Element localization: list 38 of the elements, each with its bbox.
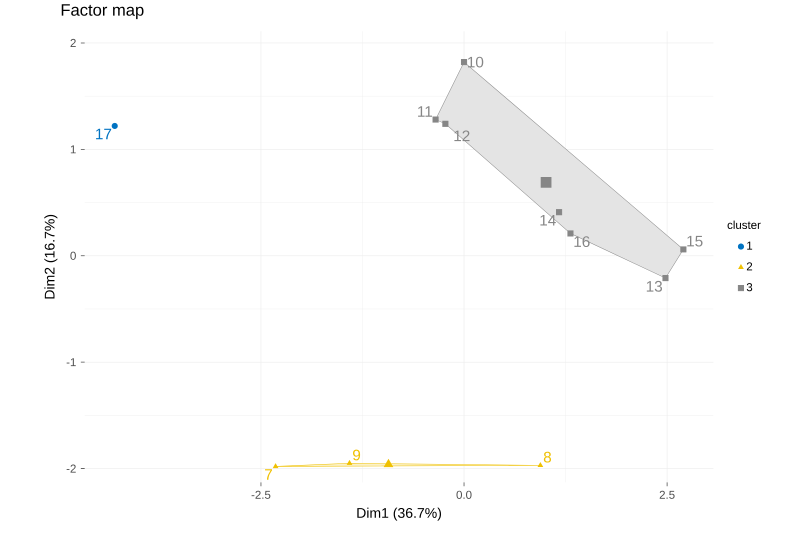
x-tick-label: 0.0	[456, 490, 472, 499]
annotation: 9	[353, 450, 360, 460]
annotation: 11	[418, 106, 432, 117]
point	[442, 120, 448, 127]
point	[432, 116, 439, 123]
annotation: 15	[687, 236, 703, 247]
y-tick-label: -1	[66, 358, 76, 366]
y-tick-label: 1	[70, 145, 76, 154]
point	[556, 209, 562, 216]
point	[662, 274, 669, 282]
annotation: 7	[265, 469, 272, 480]
point	[460, 58, 468, 66]
point	[540, 176, 552, 188]
annotation: 10	[468, 56, 484, 68]
annotation: 13	[646, 280, 662, 292]
point	[346, 460, 352, 465]
y-tick-label: -2	[66, 464, 76, 473]
annotation: 17	[96, 128, 112, 140]
point	[567, 230, 574, 236]
legend-label: 1	[747, 242, 752, 250]
x-axis-title: Dim1 (36.7%)	[357, 508, 442, 521]
x-tick-label: -2.5	[252, 490, 270, 499]
annotation: 16	[574, 236, 590, 247]
legend-title: cluster	[728, 220, 761, 229]
legend-label: 3	[746, 283, 752, 292]
x-tick-label: 2.5	[660, 490, 675, 499]
y-tick-label: 2	[70, 38, 76, 47]
y-tick-label: 0	[70, 252, 76, 260]
annotation: 14	[540, 214, 556, 226]
point	[384, 458, 394, 468]
point	[538, 462, 544, 467]
point	[680, 246, 686, 252]
point	[112, 122, 118, 129]
chart-title: Factor map	[62, 4, 144, 20]
annotation: 8	[544, 452, 552, 463]
legend-label: 2	[746, 262, 752, 270]
y-axis-title: Dim2 (16.7%)	[44, 214, 58, 298]
point	[272, 463, 278, 468]
